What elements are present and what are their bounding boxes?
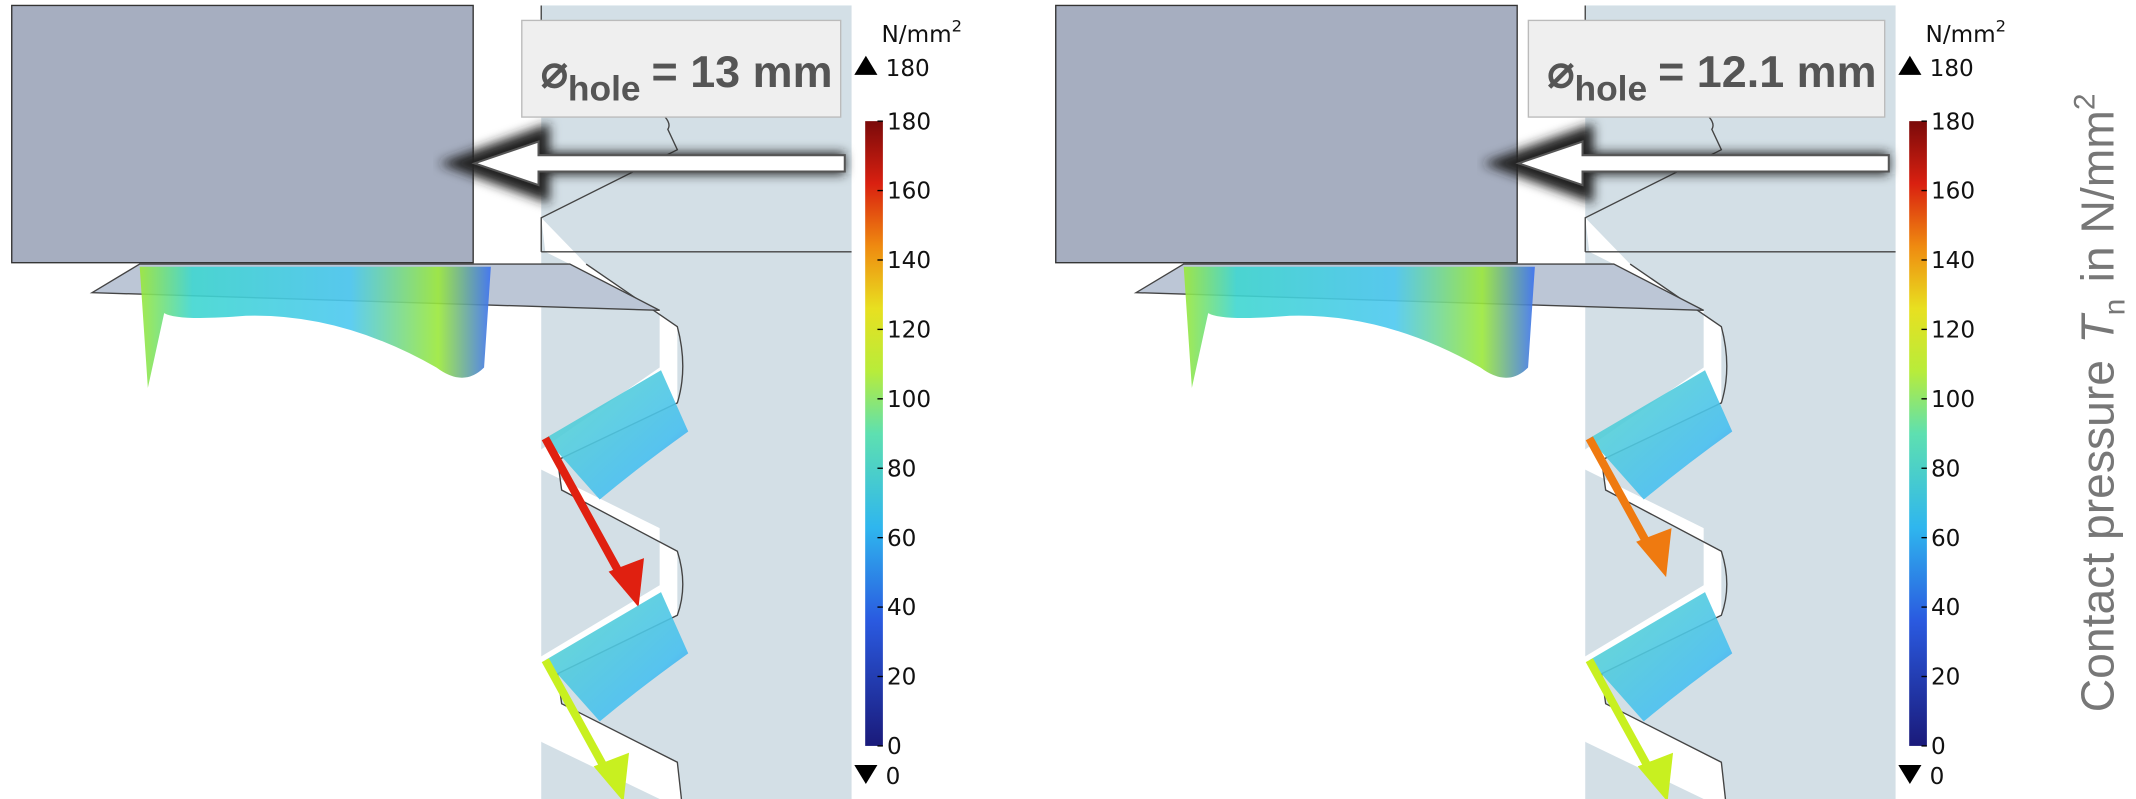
colorbar-tick-label: 0 [887,734,902,760]
side-text: Contact pressure [2071,360,2123,712]
unit-exponent: 2 [952,16,962,35]
colorbar-tick-label: 40 [1931,595,1960,621]
colorbar-tick-label: 20 [887,665,916,691]
colorbar [1909,121,1927,746]
colorbar-tick-label: 20 [1931,665,1960,691]
side-exponent: 2 [2068,94,2101,111]
colorbar-tick-label: 100 [887,387,931,413]
max-marker [854,56,877,75]
colorbar-max: 180 [886,56,930,82]
label-text: = 12.1 mm [1658,46,1876,97]
colorbar-tick-label: 80 [887,456,916,482]
colorbar-tick-label: 120 [1931,318,1975,344]
colorbar-tick-label: 160 [1931,179,1975,205]
colorbar-tick-label: 100 [1931,387,1975,413]
colorbar-tick-label: 180 [887,109,931,135]
unit-text: N/mm [882,22,952,48]
colorbar-tick-label: 120 [887,318,931,344]
colorbar-tick-label: 180 [1931,109,1975,135]
label-text: = 13 mm [652,46,833,97]
colorbar-unit: N/mm2 [882,16,963,48]
colorbar-tick-label: 140 [887,248,931,274]
colorbar-tick-label: 60 [887,526,916,552]
colorbar-tick-label: 160 [887,179,931,205]
colorbar-min: 0 [886,764,901,790]
colorbar-tick-label: 0 [1931,734,1946,760]
max-marker [1898,56,1921,75]
panel: ⌀hole = 12.1 mm N/mm2 180 0 180 160 140 120 100 80… [1056,5,2006,799]
figure: ⌀hole= 13 mmN/mm218001801601401201008060… [0,0,2136,799]
min-marker [854,765,877,784]
colorbar-tick-label: 140 [1931,248,1975,274]
colorbar-min: 0 [1930,764,1945,790]
min-marker [1898,765,1921,784]
side-subscript: n [2098,299,2131,316]
unit-exponent: 2 [1996,16,2006,35]
clamp-plate [12,5,473,262]
colorbar-tick-label: 80 [1931,456,1960,482]
colorbar-max: 180 [1930,56,1974,82]
side-symbol: T [2071,313,2123,344]
label-subscript: hole [1574,70,1647,109]
side-unit: in N/mm [2071,110,2123,282]
label-symbol: ⌀ [1547,46,1574,97]
colorbar-tick-label: 40 [887,595,916,621]
pressure-fan [1184,267,1535,388]
unit-text: N/mm [1926,22,1996,48]
clamp-plate [1056,5,1517,262]
label-subscript: hole [568,70,641,109]
pressure-fan [140,267,491,388]
panels: ⌀hole= 13 mmN/mm218001801601401201008060… [12,5,2006,799]
label-symbol: ⌀ [541,46,568,97]
panel: ⌀hole = 13 mm N/mm2 180 0 180 160 140 120 100 80 60… [12,5,962,799]
colorbar [865,121,883,746]
colorbar-unit: N/mm2 [1926,16,2007,48]
colorbar-tick-label: 60 [1931,526,1960,552]
side-label: Contact pressure Tn in N/mm2 [2068,94,2131,713]
